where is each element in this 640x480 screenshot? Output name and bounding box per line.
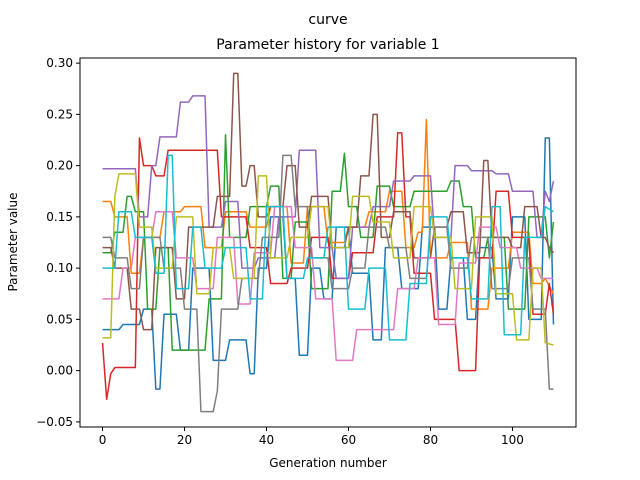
x-tick-label: 80 (423, 433, 438, 447)
series-line-7 (102, 205, 554, 362)
y-axis-label: Parameter value (6, 192, 20, 291)
chart-title: Parameter history for variable 1 (216, 37, 439, 53)
y-tick-label: 0.20 (46, 159, 73, 173)
plot-area (101, 72, 555, 413)
x-tick-label: 100 (501, 433, 524, 447)
chart-suptitle: curve (308, 12, 347, 28)
y-tick-label: 0.05 (46, 312, 73, 326)
series-line-10 (102, 154, 554, 341)
y-tick-label: 0.00 (46, 364, 73, 378)
series-line-3 (102, 134, 555, 351)
axes-frame (79, 57, 577, 428)
x-tick-label: 0 (99, 433, 107, 447)
y-tick-label: 0.30 (46, 56, 73, 70)
x-tick-label: 20 (177, 433, 192, 447)
x-tick-label: 40 (259, 433, 274, 447)
x-axis-label: Generation number (269, 456, 387, 470)
y-tick-label: 0.15 (46, 210, 73, 224)
y-tick-label: 0.10 (46, 261, 73, 275)
x-axis-ticks: 0 20 40 60 80 100 (99, 427, 524, 447)
x-tick-label: 60 (341, 433, 356, 447)
y-tick-label: 0.25 (46, 107, 73, 121)
y-axis-ticks: −0.05 0.00 0.05 0.10 0.15 0.20 0.25 0.30 (36, 56, 80, 429)
series-line-4 (101, 132, 555, 401)
y-tick-label: −0.05 (36, 415, 73, 429)
